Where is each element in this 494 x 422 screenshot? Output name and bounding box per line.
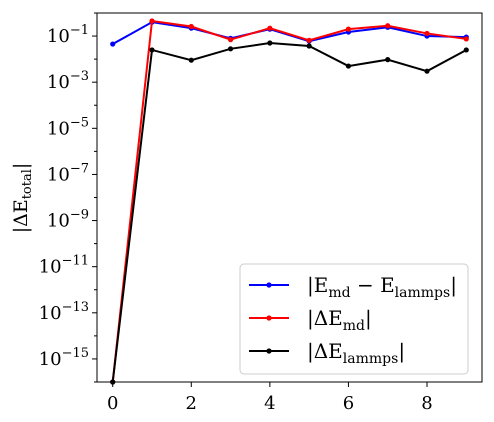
data-point [189,24,194,29]
y-tick-label: 10−5 [47,115,89,139]
data-point [228,46,233,51]
y-tick-label: 10−3 [47,69,89,93]
data-point [346,27,351,32]
data-point [149,47,154,52]
x-tick-label: 2 [186,393,197,414]
y-axis-label-main: |ΔE [10,199,32,233]
data-point [189,58,194,63]
y-axis-label-close: | [10,163,32,169]
y-axis-label-sub: total [20,169,35,199]
data-point [110,41,115,46]
legend-marker [266,348,271,353]
data-point [385,23,390,28]
data-point [464,36,469,41]
data-point [267,40,272,45]
legend-marker [266,282,271,287]
data-point [424,69,429,74]
x-axis-ticks: 0 2 4 6 8 [107,382,433,414]
y-tick-label: 10−9 [47,208,89,232]
y-axis-label: |ΔEtotal| [10,163,35,234]
y-tick-label: 10−7 [47,161,89,185]
x-tick-label: 8 [421,393,432,414]
y-tick-label: 10−13 [39,300,89,324]
y-tick-label: 10−11 [39,254,89,278]
legend-marker [266,315,271,320]
data-point [424,31,429,36]
legend: |Emd − Elammps||ΔEmd||ΔElammps| [240,264,468,374]
data-point [267,26,272,31]
data-point [346,63,351,68]
x-tick-label: 0 [107,393,118,414]
y-tick-label: 10−15 [39,346,89,370]
data-point [149,18,154,23]
data-point [307,38,312,43]
y-tick-label: 10−1 [47,23,89,47]
x-tick-label: 6 [343,393,354,414]
data-point [464,47,469,52]
data-point [385,57,390,62]
data-point [307,43,312,48]
x-tick-label: 4 [264,393,275,414]
data-point [228,37,233,42]
y-axis-ticks: 10−1 10−3 10−5 10−7 10−9 10−11 10−13 10−15 [39,13,97,382]
